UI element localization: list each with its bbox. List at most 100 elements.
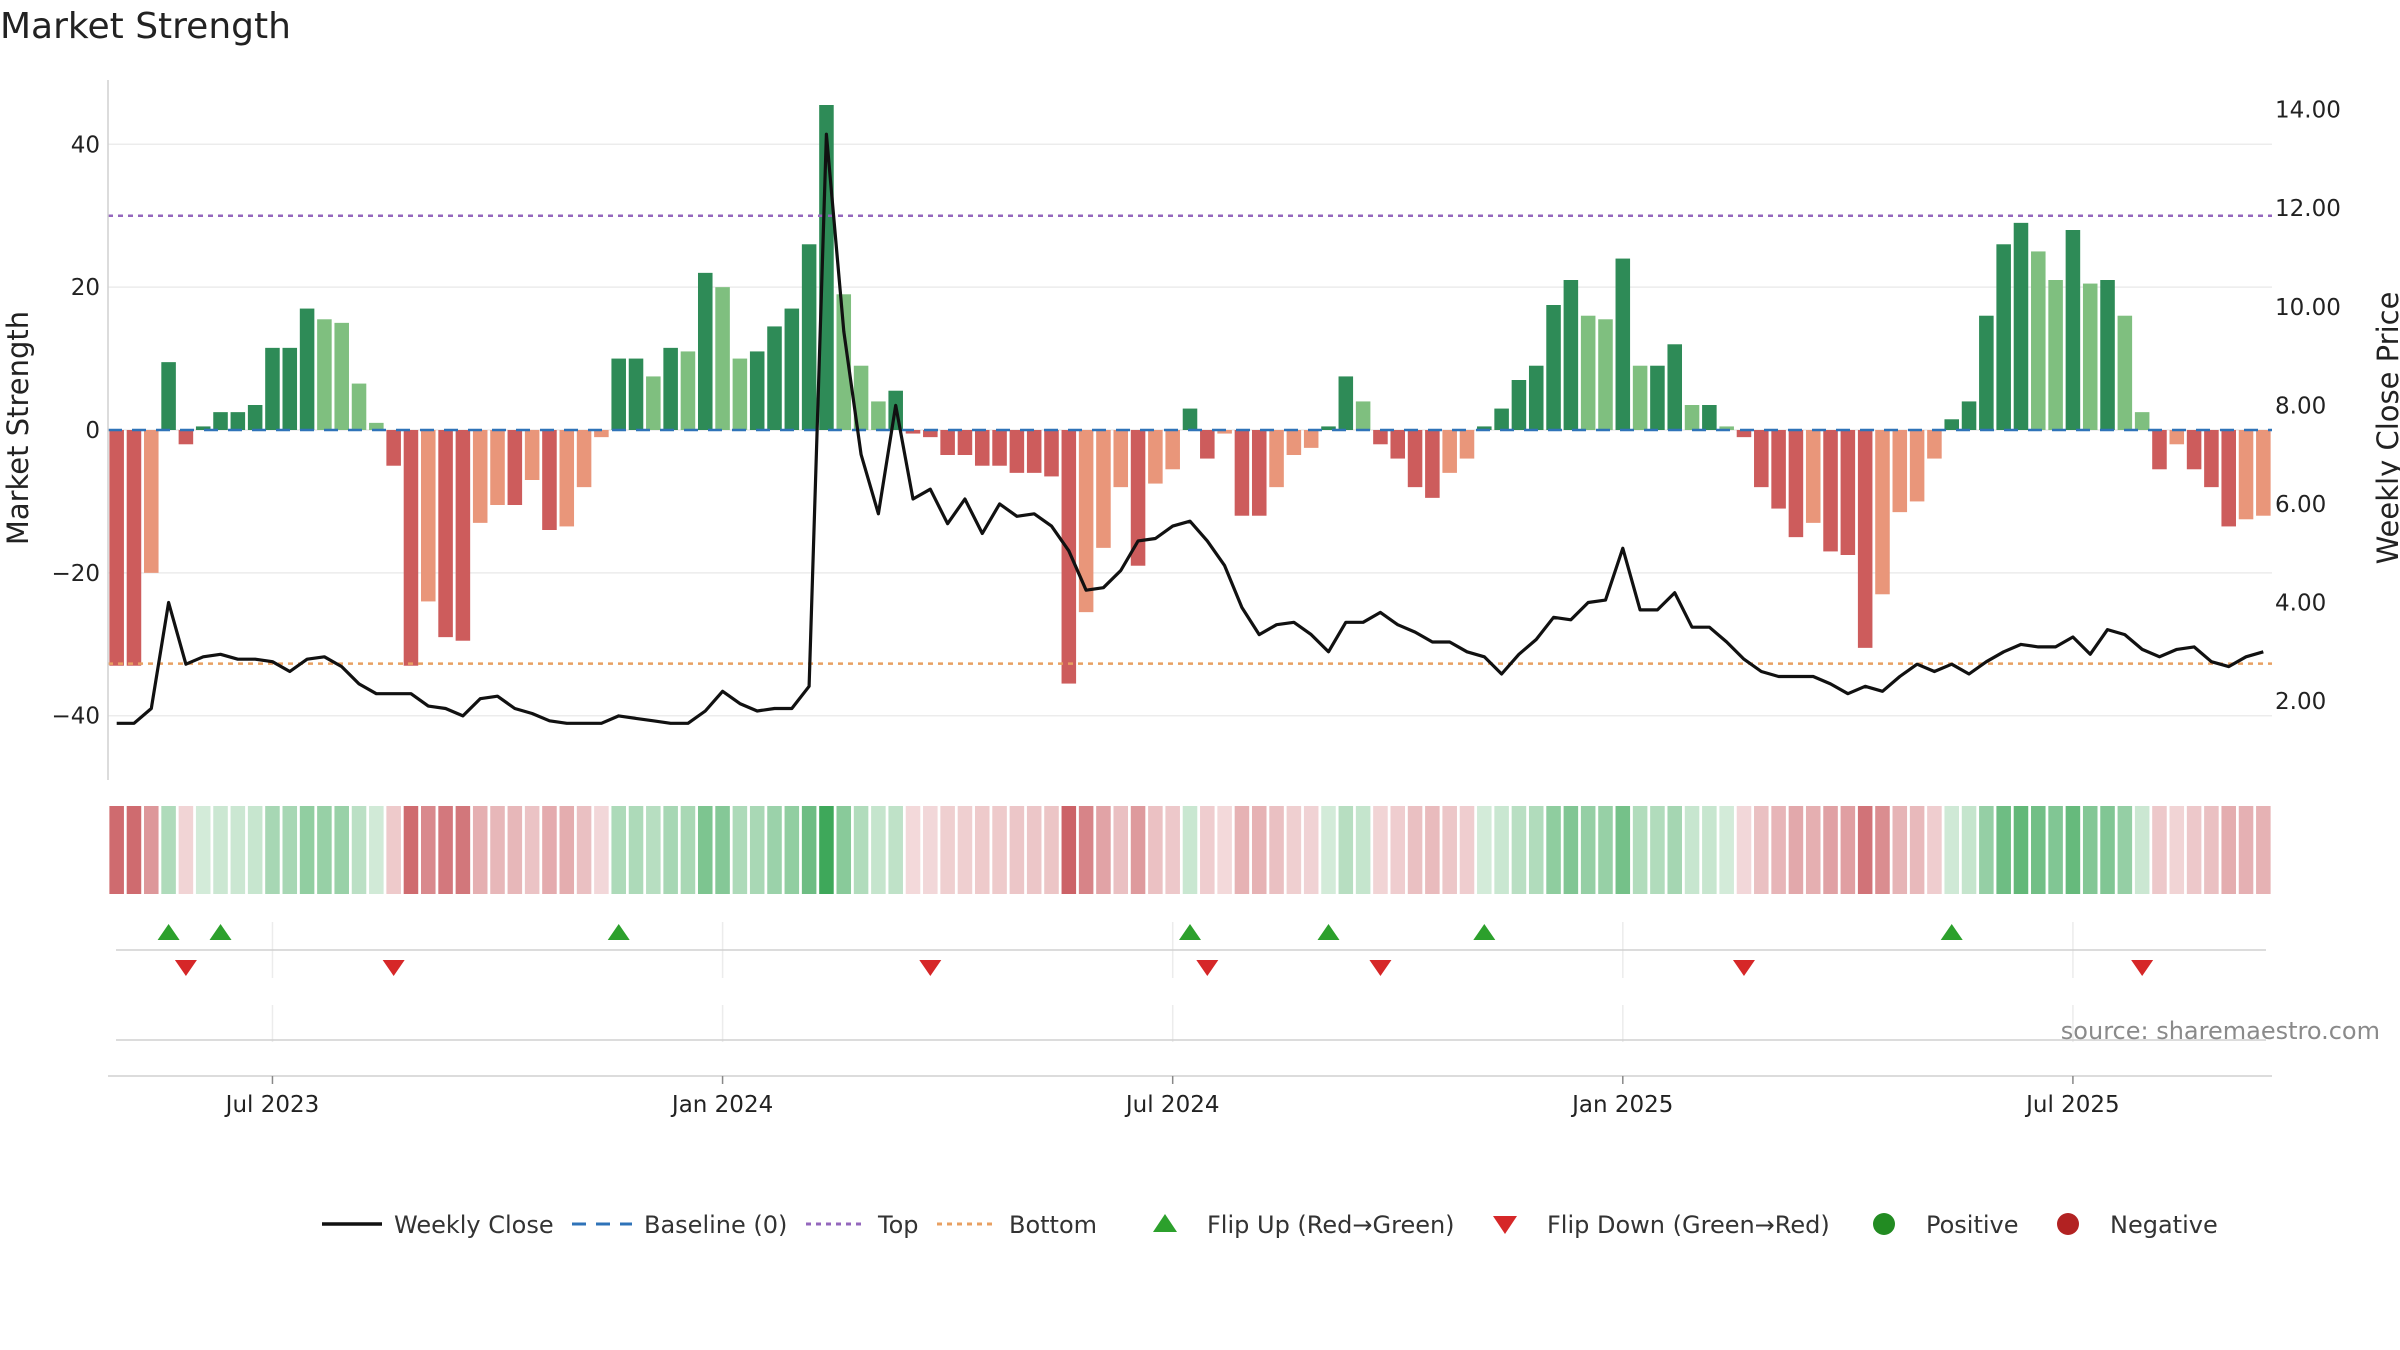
heat-cell (2031, 806, 2046, 894)
heat-cell (299, 806, 315, 894)
strength-bar (490, 430, 505, 505)
heat-cell (749, 806, 765, 894)
strength-bar (1944, 419, 1959, 430)
strength-bar (749, 351, 765, 430)
strength-bar (801, 244, 817, 430)
strength-bar (1546, 305, 1561, 430)
heat-cell (230, 806, 246, 894)
heat-cell (455, 806, 471, 894)
heat-cell (421, 806, 436, 894)
legend-item: Weekly Close (322, 1211, 554, 1239)
strength-bar (2152, 430, 2167, 470)
heat-cell (1061, 806, 1077, 894)
legend-label: Bottom (1009, 1211, 1097, 1239)
strength-bar (784, 308, 800, 430)
legend-swatch (1153, 1214, 1177, 1232)
flip-down-marker (1196, 960, 1219, 976)
heat-cell (1269, 806, 1284, 894)
strength-bar (1771, 430, 1786, 509)
heat-cell (2065, 806, 2081, 894)
legend-label: Weekly Close (394, 1211, 554, 1239)
strength-bar (421, 430, 436, 602)
heat-cell (1148, 806, 1163, 894)
strength-bar (1996, 244, 2011, 430)
heat-cell (351, 806, 367, 894)
strength-bar (230, 412, 246, 430)
heat-cell (1580, 806, 1596, 894)
strength-bar (1684, 405, 1700, 430)
strength-bar (2169, 430, 2185, 445)
strength-bar (1494, 408, 1509, 430)
strength-bar (767, 326, 782, 430)
legend-item: Baseline (0) (572, 1211, 787, 1239)
flip-down-marker (1732, 960, 1755, 976)
strength-bar (213, 412, 228, 430)
flip-up-marker (1179, 924, 1201, 940)
strength-bar (611, 358, 626, 430)
heat-cell (1840, 806, 1856, 894)
heat-cell (1909, 806, 1925, 894)
strength-bar (957, 430, 973, 455)
flip-up-marker (607, 924, 630, 940)
strength-bar (109, 430, 124, 666)
strength-bar (663, 347, 678, 430)
strength-bar (126, 430, 142, 666)
legend-label: Baseline (0) (644, 1211, 787, 1239)
heat-cell (992, 806, 1007, 894)
heat-cell (1546, 806, 1561, 894)
heat-cell (871, 806, 886, 894)
strength-bar (1200, 430, 1215, 459)
x-tick-label: Jul 2023 (224, 1092, 320, 1118)
heat-cell (403, 806, 419, 894)
strength-bar (1667, 344, 1683, 430)
heat-cell (1251, 806, 1267, 894)
strength-bar (871, 401, 886, 430)
heat-cell (1234, 806, 1250, 894)
heat-cell (646, 806, 661, 894)
heat-cell (853, 806, 869, 894)
heat-cell (1407, 806, 1423, 894)
heat-cell (1096, 806, 1111, 894)
flip-down-marker (1369, 960, 1392, 976)
strength-bar (1632, 365, 1648, 430)
strength-bar (247, 405, 263, 430)
heat-cell (1667, 806, 1683, 894)
empty-panel (116, 1005, 2266, 1042)
heat-cell (438, 806, 453, 894)
strength-bar (1321, 426, 1336, 430)
strength-bar (403, 430, 419, 666)
strength-bar (1096, 430, 1111, 548)
flip-up-marker (157, 924, 180, 940)
strength-bar (1182, 408, 1198, 430)
y2-tick-label: 12.00 (2275, 196, 2341, 222)
strength-bar (1927, 430, 1942, 459)
strength-bar (992, 430, 1007, 466)
strength-bar (559, 430, 575, 527)
heat-cell (1875, 806, 1890, 894)
heat-cell (1442, 806, 1457, 894)
heat-cell (1702, 806, 1717, 894)
heat-cell (1165, 806, 1180, 894)
heat-cell (1373, 806, 1388, 894)
heat-cell (2013, 806, 2029, 894)
strength-bar (1823, 430, 1838, 552)
strength-bar (1286, 430, 1302, 455)
heat-cell (1805, 806, 1821, 894)
heat-cell (663, 806, 678, 894)
heat-cell (1355, 806, 1371, 894)
heat-cell (2117, 806, 2133, 894)
heat-cell (109, 806, 124, 894)
heat-cell (1026, 806, 1042, 894)
strength-bar (1338, 376, 1354, 430)
strength-bar (2221, 430, 2236, 527)
heat-cell (1130, 806, 1146, 894)
heat-cell (524, 806, 540, 894)
strength-bar (2100, 280, 2115, 430)
heat-cell (2256, 806, 2271, 894)
y-tick-label: −40 (51, 704, 100, 730)
flip-down-marker (2131, 960, 2154, 976)
y2-tick-label: 2.00 (2275, 689, 2326, 715)
strength-bar (438, 430, 453, 638)
strength-bar (524, 430, 540, 480)
heat-cell (1771, 806, 1786, 894)
